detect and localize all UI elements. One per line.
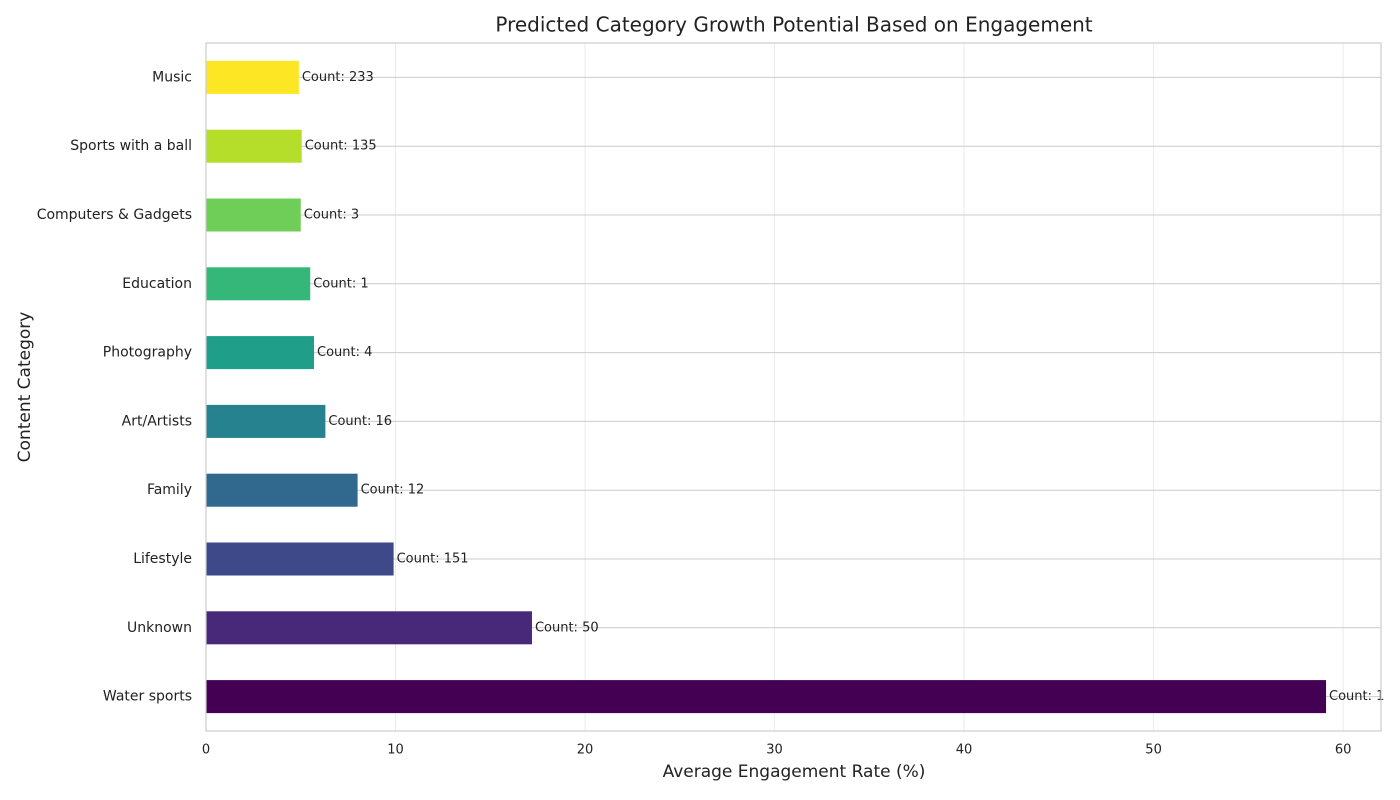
y-tick-label: Lifestyle	[133, 551, 192, 567]
data-label: Count: 4	[317, 345, 372, 360]
y-tick-label: Water sports	[103, 689, 192, 705]
y-tick-label: Computers & Gadgets	[37, 207, 192, 223]
y-tick-label: Photography	[103, 345, 192, 361]
bar	[206, 60, 299, 94]
y-tick-label: Music	[152, 69, 192, 85]
x-axis-label: Average Engagement Rate (%)	[663, 762, 926, 782]
bar	[206, 336, 315, 370]
data-label: Count: 3	[304, 208, 359, 223]
y-tick-label: Art/Artists	[122, 413, 192, 429]
x-tick-label: 60	[1335, 743, 1352, 758]
x-tick-label: 0	[202, 743, 210, 758]
bar	[206, 680, 1327, 714]
y-tick-label: Family	[147, 482, 192, 498]
chart-title: Predicted Category Growth Potential Base…	[495, 13, 1092, 37]
y-tick-label: Education	[122, 276, 192, 292]
plot-frame	[205, 42, 1382, 732]
bar	[206, 198, 301, 232]
y-axis-label: Content Category	[15, 312, 35, 463]
bar	[206, 473, 358, 507]
x-tick-label: 50	[1145, 743, 1162, 758]
x-tick-label: 10	[387, 743, 404, 758]
data-label: Count: 233	[302, 70, 374, 85]
bar	[206, 611, 532, 645]
bar	[206, 404, 326, 438]
bar	[206, 129, 302, 163]
x-tick-label: 20	[577, 743, 594, 758]
data-label: Count: 135	[305, 139, 377, 154]
data-label: Count: 50	[535, 620, 599, 635]
bar	[206, 542, 394, 576]
data-label: Count: 151	[397, 552, 469, 567]
data-label: Count: 1	[1329, 689, 1384, 704]
data-label: Count: 16	[328, 414, 392, 429]
x-tick-label: 40	[956, 743, 973, 758]
y-tick-label: Sports with a ball	[70, 138, 192, 154]
bar	[206, 267, 311, 301]
data-label: Count: 1	[313, 276, 368, 291]
y-tick-label: Unknown	[127, 620, 192, 636]
x-tick-label: 30	[766, 743, 783, 758]
data-label: Count: 12	[361, 483, 425, 498]
